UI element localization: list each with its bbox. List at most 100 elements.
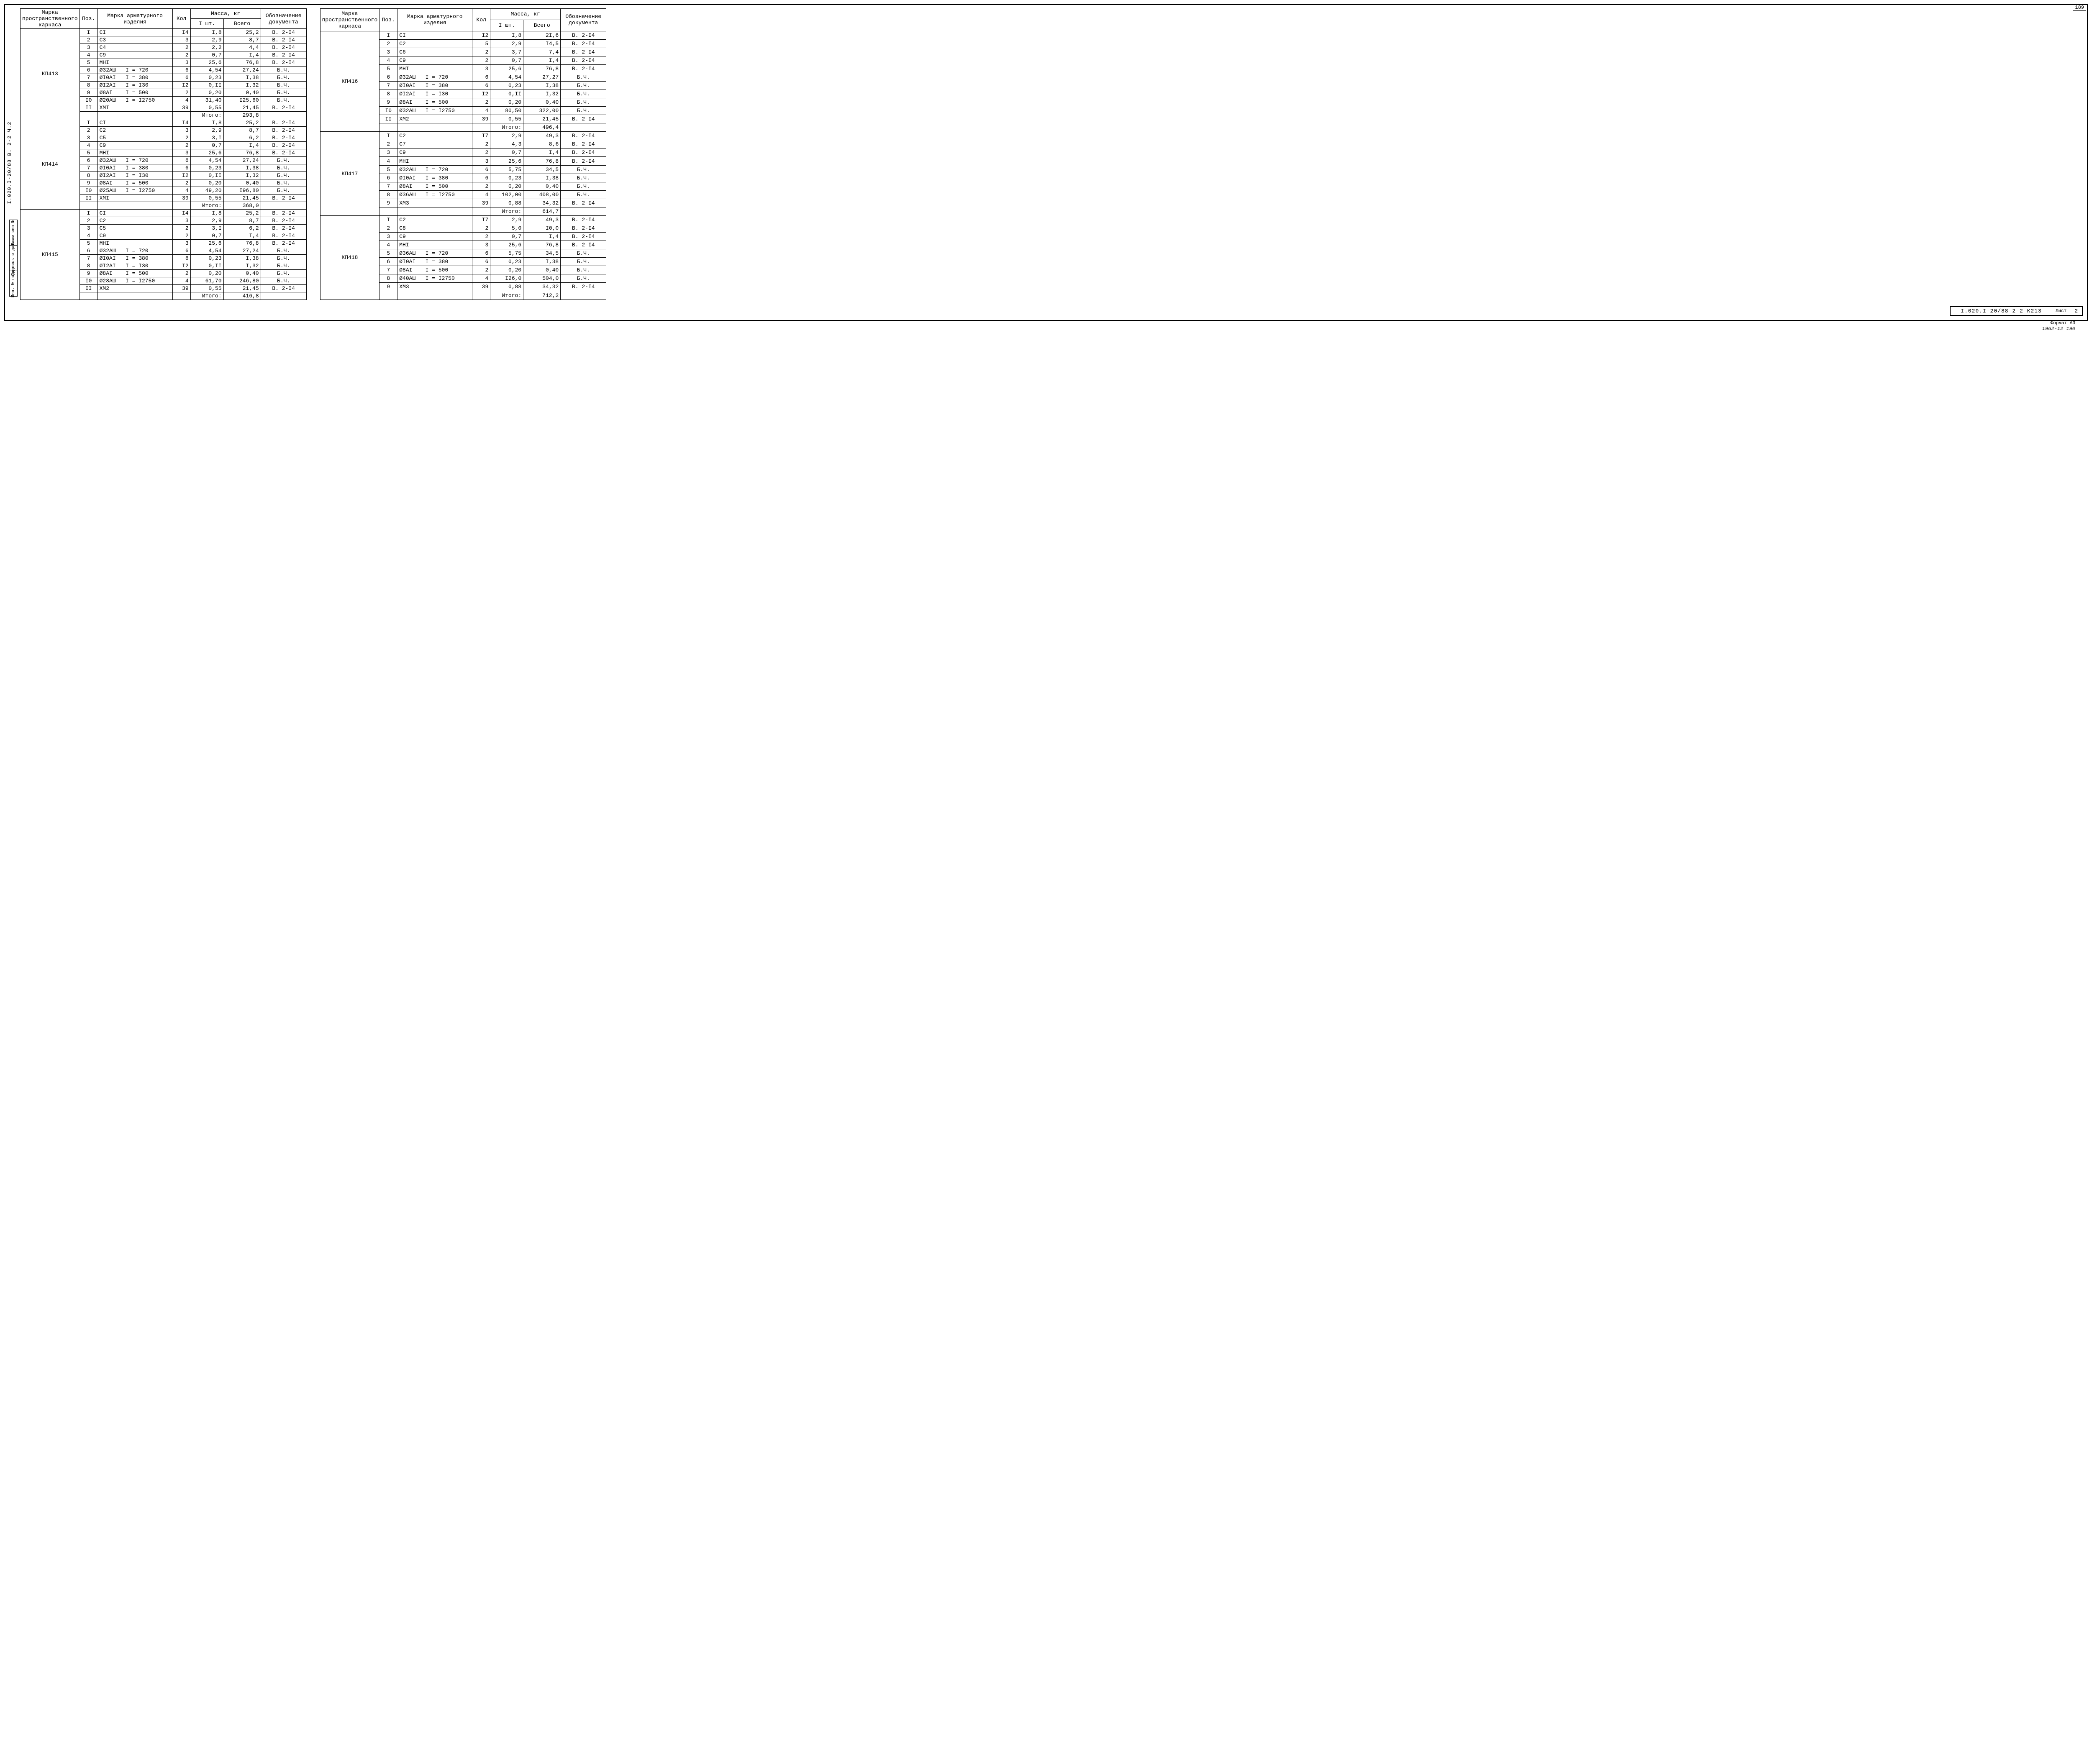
cell-item: МHI — [397, 241, 472, 249]
cell-mass-one: 2,9 — [190, 217, 223, 225]
cell-pos: 6 — [79, 157, 97, 164]
cell-mass-one: I,8 — [490, 31, 523, 39]
mark-cell: КП417 — [320, 132, 379, 216]
cell-mass-all: 2I,6 — [523, 31, 561, 39]
cell-doc: Б.Ч. — [261, 172, 306, 179]
cell-mass-one: 25,6 — [490, 64, 523, 73]
cell-pos: 5 — [379, 64, 397, 73]
cell-mass-all: 76,8 — [523, 241, 561, 249]
cell-mass-one: 0,20 — [190, 179, 223, 187]
cell-kol: 2 — [172, 44, 190, 51]
cell-item: С7 — [397, 140, 472, 148]
spec-table-left: Марка пространственного каркаса Поз. Мар… — [20, 8, 307, 300]
cell-mass-one: 5,75 — [490, 165, 523, 174]
cell-doc: В. 2-I4 — [561, 283, 606, 291]
cell-mass-one: 0,7 — [490, 56, 523, 64]
cell-mass-all: 6,2 — [223, 225, 261, 232]
total-value: 496,4 — [523, 123, 561, 132]
cell-mass-all: I4,5 — [523, 39, 561, 48]
cell-doc: В. 2-I4 — [561, 115, 606, 123]
cell-doc: Б.Ч. — [561, 165, 606, 174]
cell-mass-one: 0,II — [190, 262, 223, 270]
cell-mass-all: 322,00 — [523, 107, 561, 115]
cell-item: ØI2АI I = I30 — [97, 262, 172, 270]
cell-doc: В. 2-I4 — [561, 241, 606, 249]
cell-mass-all: I,38 — [523, 81, 561, 90]
cell-pos: 3 — [379, 148, 397, 157]
cell-kol: 4 — [472, 107, 490, 115]
cell-mass-all: I,4 — [523, 148, 561, 157]
cell-pos: 9 — [79, 179, 97, 187]
cell-kol: 6 — [472, 174, 490, 182]
cell-kol: 39 — [472, 115, 490, 123]
cell-mass-one: I,8 — [190, 119, 223, 127]
cell-mass-one: 0,23 — [490, 258, 523, 266]
cell-pos: 3 — [79, 44, 97, 51]
cell-kol: 4 — [472, 274, 490, 283]
hdr-doc: Обозначение документа — [561, 9, 606, 31]
cell-item: С5 — [97, 134, 172, 142]
cell-doc: Б.Ч. — [261, 67, 306, 74]
cell-kol: I2 — [172, 82, 190, 89]
cell-mass-one: 4,54 — [190, 67, 223, 74]
cell-item: Ø8АI I = 500 — [97, 270, 172, 277]
hdr-mass-one: I шт. — [490, 20, 523, 31]
cell-mass-one: 0,II — [190, 82, 223, 89]
cell-mass-all: 8,7 — [223, 36, 261, 44]
cell-mass-one: 25,6 — [490, 157, 523, 165]
cell-doc: В. 2-I4 — [261, 104, 306, 112]
cell-kol: 39 — [172, 285, 190, 292]
cell-mass-one: 0,20 — [190, 270, 223, 277]
hdr-kol: Кол — [472, 9, 490, 31]
hdr-mass-all: Всего — [523, 20, 561, 31]
cell-kol: 39 — [472, 199, 490, 207]
cell-item: ØI0АI I = 380 — [397, 81, 472, 90]
cell-kol: I2 — [472, 31, 490, 39]
cell-mass-one: 0,7 — [190, 51, 223, 59]
cell-pos: I0 — [79, 277, 97, 285]
total-value: 293,8 — [223, 112, 261, 119]
cell-item: ØI0АI I = 380 — [97, 74, 172, 82]
cell-item: С2 — [97, 127, 172, 134]
page-number: 189 — [2073, 4, 2086, 11]
cell-kol: 2 — [472, 182, 490, 190]
list-label: Лист — [2052, 307, 2070, 315]
cell-mass-one: 0,20 — [490, 182, 523, 190]
cell-item: Ø8АI I = 500 — [97, 179, 172, 187]
cell-doc: Б.Ч. — [261, 89, 306, 97]
cell-mass-one: 0,20 — [490, 98, 523, 107]
mark-cell: КП413 — [21, 29, 80, 119]
cell-mass-one: 4,54 — [190, 157, 223, 164]
cell-pos: 7 — [79, 164, 97, 172]
hdr-mass-one: I шт. — [190, 19, 223, 29]
cell-item: ØI0АI I = 380 — [97, 164, 172, 172]
cell-pos: 6 — [79, 247, 97, 255]
cell-kol: 2 — [472, 233, 490, 241]
cell-pos: 6 — [379, 174, 397, 182]
cell-kol: 3 — [172, 240, 190, 247]
cell-kol: 2 — [172, 225, 190, 232]
cell-doc: Б.Ч. — [561, 190, 606, 199]
cell-doc: Б.Ч. — [261, 82, 306, 89]
table-row: КП417IС2I72,949,3В. 2-I4 — [320, 132, 606, 140]
cell-item: Ø8АI I = 500 — [397, 266, 472, 274]
cell-kol: 6 — [172, 74, 190, 82]
cell-pos: 2 — [379, 224, 397, 232]
cell-pos: II — [79, 285, 97, 292]
cell-pos: I — [79, 29, 97, 36]
cell-mass-all: 6,2 — [223, 134, 261, 142]
cell-mass-all: I,38 — [523, 174, 561, 182]
cell-kol: 2 — [472, 224, 490, 232]
cell-mass-all: 0,40 — [523, 98, 561, 107]
hdr-mass: Масса, кг — [490, 9, 561, 20]
cell-doc: Б.Ч. — [261, 74, 306, 82]
cell-mass-all: 0,40 — [223, 89, 261, 97]
table-row: КП414IСII4I,825,2В. 2-I4 — [21, 119, 307, 127]
cell-pos: 4 — [379, 56, 397, 64]
cell-doc: В. 2-I4 — [261, 134, 306, 142]
cell-doc: В. 2-I4 — [261, 232, 306, 240]
cell-doc: В. 2-I4 — [561, 199, 606, 207]
cell-item: Ø40АШ I = I2750 — [397, 274, 472, 283]
drawing-sheet: 189 I.020.I-20/88 В. 2-2 Ч.2 Взам инв № … — [4, 4, 2088, 321]
cell-doc: В. 2-I4 — [261, 240, 306, 247]
